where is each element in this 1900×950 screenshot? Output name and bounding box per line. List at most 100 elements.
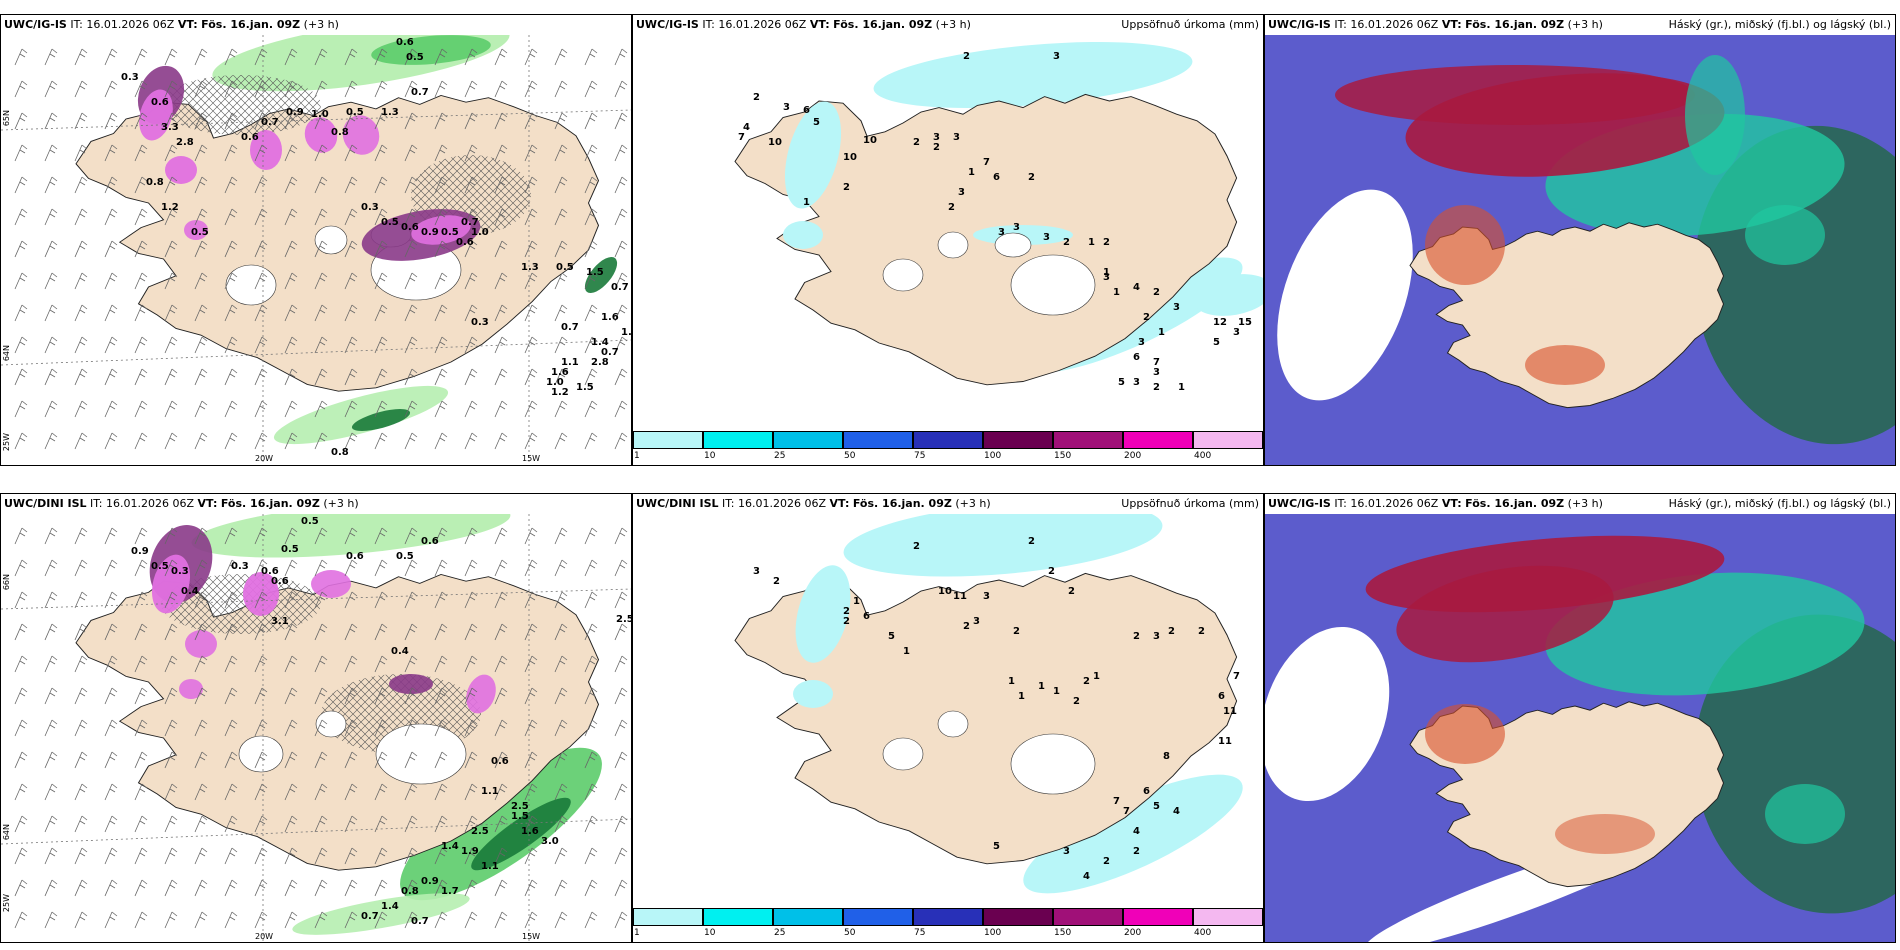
wind-barb [134,591,148,609]
wind-barb [44,655,58,673]
wind-barb [164,559,178,577]
wind-barb [494,240,508,258]
colorbar-segment [703,431,773,449]
value-label: 3 [973,616,980,627]
value-label: 0.3 [471,317,489,328]
colorbar-segment [1123,908,1193,926]
wind-barb [254,527,268,545]
wind-barb [224,815,238,833]
panel-title: UWC/IG-IS IT: 16.01.2026 06Z VT: Fös. 16… [1265,494,1895,514]
wind-barb [164,336,178,354]
wind-barb [224,687,238,705]
wind-barb [254,655,268,673]
colorbar-tick: 50 [844,451,856,461]
wind-barb [44,591,58,609]
wind-barb [524,847,538,865]
lon-label: 25W [2,433,11,452]
wind-barb [44,48,58,66]
wind-barb [314,815,328,833]
wind-barb [164,879,178,897]
value-label: 2.5 [511,801,529,812]
glacier-outline [994,232,1032,258]
value-label: 1 [1088,237,1095,248]
wind-barb [134,368,148,386]
panel-title: UWC/DINI ISL IT: 16.01.2026 06Z VT: Fös.… [1,494,631,514]
wind-barb [104,687,118,705]
wind-barb [314,655,328,673]
wind-barb [584,272,598,290]
wind-barb [314,368,328,386]
value-label: 2 [1103,237,1110,248]
wind-barb [614,719,628,737]
wind-barb [254,687,268,705]
wind-barb [524,591,538,609]
colorbar-tick: 100 [984,451,1002,461]
wind-barb [494,208,508,226]
wind-barb [374,336,388,354]
value-label: 0.3 [171,566,189,577]
precip-snow-area [185,630,217,658]
wind-barb [464,432,478,450]
wind-barb [44,208,58,226]
wind-barb [404,719,418,737]
cloud-mid [1685,55,1745,175]
wind-barb [164,80,178,98]
wind-barb [254,48,268,66]
wind-barb [614,48,628,66]
wind-barb [404,655,418,673]
wind-barb [254,400,268,418]
wind-barb [584,208,598,226]
glacier-outline [1010,254,1096,316]
value-label: 0.6 [421,536,439,547]
precip-area [1023,774,1243,894]
wind-barb [314,272,328,290]
value-label: 0.3 [121,72,139,83]
value-label: 0.7 [601,347,619,358]
wind-barb [434,815,448,833]
wind-barb [224,879,238,897]
value-label: 1 [1038,681,1045,692]
wind-barb [464,719,478,737]
value-label: 11 [1223,706,1237,717]
wind-barb [434,368,448,386]
wind-barb [14,591,28,609]
wind-barb [524,815,538,833]
cloud-mid [1745,205,1825,265]
wind-barb [194,400,208,418]
wind-barb [344,879,358,897]
wind-barb [524,719,538,737]
wind-barb [44,687,58,705]
colorbar-tick: 400 [1194,928,1212,938]
value-label: 4 [1173,806,1180,817]
lon-label: 15W [522,454,541,463]
wind-barb [404,240,418,258]
wind-barb [464,815,478,833]
wind-barb [104,400,118,418]
wind-barb [194,719,208,737]
wind-barb [554,911,568,929]
wind-barb [494,655,508,673]
wind-barb [194,432,208,450]
wind-barb [464,112,478,130]
wind-barb [344,368,358,386]
value-label: 1.5 [511,811,529,822]
wind-barb [224,751,238,769]
wind-barb [464,751,478,769]
wind-barb [374,48,388,66]
wind-barb [344,112,358,130]
cloud-high-red [1396,565,1614,663]
wind-barb [434,655,448,673]
wind-barb [554,815,568,833]
value-label: 0.5 [191,227,209,238]
wind-barb [554,240,568,258]
wind-barb [74,783,88,801]
wind-barb [224,368,238,386]
value-label: 1 [1053,686,1060,697]
value-label: 3 [1063,846,1070,857]
field-name: Háský (gr.), miðský (fj.bl.) og lágský (… [1668,18,1891,31]
wind-barb [344,687,358,705]
wind-barb [284,879,298,897]
wind-barb [134,815,148,833]
wind-barb [284,48,298,66]
wind-barb [44,304,58,322]
